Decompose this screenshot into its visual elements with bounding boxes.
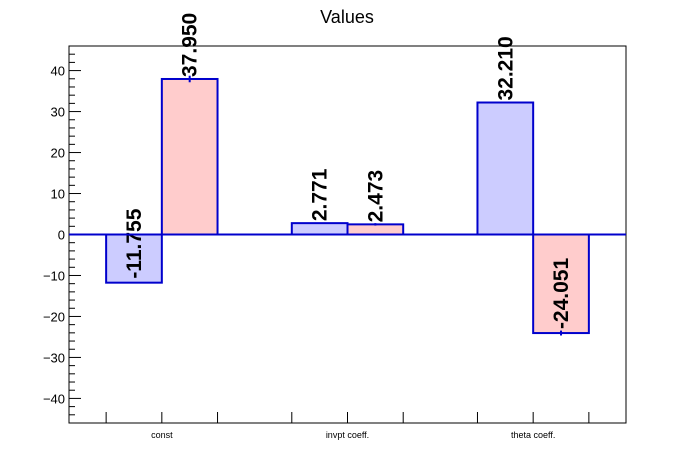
data-label: 32.210 bbox=[494, 36, 517, 100]
data-label: 2.771 bbox=[309, 168, 332, 221]
chart-title: Values bbox=[320, 7, 374, 27]
bar bbox=[160, 77, 219, 236]
bar bbox=[476, 101, 535, 236]
y-tick-label: 40 bbox=[51, 64, 65, 79]
y-tick-label: −10 bbox=[43, 268, 65, 283]
y-tick-label: −30 bbox=[43, 350, 65, 365]
y-tick-label: −40 bbox=[43, 391, 65, 406]
x-category-label: const bbox=[151, 430, 173, 440]
bar bbox=[346, 223, 405, 236]
x-category-label: invpt coeff. bbox=[326, 430, 369, 440]
y-tick-label: 10 bbox=[51, 187, 65, 202]
y-tick-label: −20 bbox=[43, 309, 65, 324]
plot-area: −40 −30 −20 −10 0 10 20 30 40 const invpt coeff. th… bbox=[43, 13, 627, 440]
data-label: -11.755 bbox=[123, 208, 146, 278]
y-tick-label: 0 bbox=[58, 228, 65, 243]
bar bbox=[290, 222, 349, 236]
data-label: 2.473 bbox=[364, 170, 387, 223]
x-category-label: theta coeff. bbox=[511, 430, 555, 440]
data-label: 37.950 bbox=[179, 13, 202, 77]
y-tick-label: 30 bbox=[51, 105, 65, 120]
y-tick-label: 20 bbox=[51, 146, 65, 161]
bar bbox=[105, 233, 163, 284]
data-label: -24.051 bbox=[550, 258, 573, 330]
